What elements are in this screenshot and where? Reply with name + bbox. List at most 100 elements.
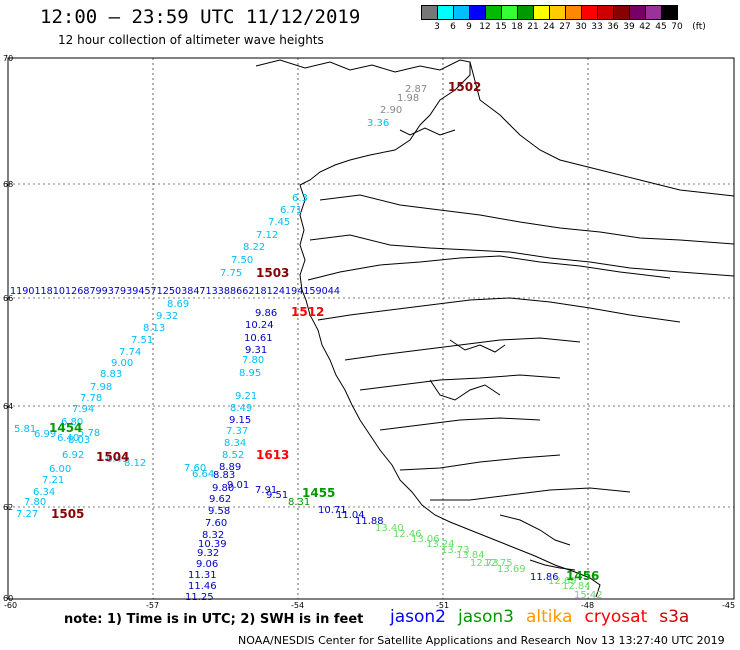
wave-height-label: 7.91: [255, 485, 277, 496]
wave-height-label: 6.49: [106, 454, 128, 465]
colorbar-label: (ft): [692, 22, 706, 32]
wave-height-label: 7.80: [24, 497, 46, 508]
legend-item-jason2: jason2: [390, 607, 446, 627]
wave-height-label: 13.69: [497, 564, 526, 575]
wave-height-label: 7.98: [90, 382, 112, 393]
map-frame: [7, 57, 735, 600]
colorbar-label: 45: [655, 22, 667, 32]
dense-label-row: 1190118101268799379394571250384713388662…: [10, 286, 340, 297]
wave-height-label: 9.58: [208, 506, 230, 517]
wave-height-label: 8.69: [167, 299, 189, 310]
wave-height-label: 8.49: [230, 403, 252, 414]
wave-height-label: 9.51: [266, 490, 288, 501]
colorbar-label: 30: [575, 22, 587, 32]
wave-height-label: 11.86: [530, 572, 559, 583]
wave-height-label: 10.24: [245, 320, 274, 331]
wave-height-label: 8.83: [213, 470, 235, 481]
wave-height-label: 9.62: [209, 494, 231, 505]
wave-height-label: 11.04: [336, 510, 365, 521]
lat-tick-labels: 70 68 66 64 62 60: [3, 54, 13, 603]
wave-height-label: 13.84: [456, 550, 485, 561]
colorbar-label: 18: [511, 22, 523, 32]
legend-item-s3a: s3a: [659, 607, 690, 627]
lon-tick: -60: [4, 601, 17, 610]
orbit-number-labels: 1502 1503 1512 1454 1504 1613 1455 1505 1456: [49, 80, 599, 583]
wave-height-label: 15.42: [574, 590, 603, 601]
wave-height-label: 6.00: [49, 464, 71, 475]
orbit-number: 1454: [49, 421, 82, 435]
footer-note: note: 1) Time is in UTC; 2) SWH is in fe…: [64, 612, 364, 627]
orbit-number: 1502: [448, 80, 481, 94]
orbit-number: 1503: [256, 266, 289, 280]
wave-height-label: 6.71: [280, 205, 302, 216]
colorbar-label: 9: [466, 22, 472, 32]
wave-height-label: 2.90: [380, 105, 402, 116]
wave-height-label: 9.06: [196, 559, 218, 570]
wave-height-label: 8.31: [288, 497, 310, 508]
wave-height-label: 9.01: [227, 480, 249, 491]
wave-height-label: 8.89: [219, 462, 241, 473]
lat-tick: 66: [3, 294, 13, 303]
wave-height-label: 8.32: [202, 530, 224, 541]
wave-height-label: 7.80: [242, 355, 264, 366]
colorbar-label: 12: [479, 22, 491, 32]
wave-height-label: 7.27: [16, 509, 38, 520]
colorbar-labels: 3 6 9 12 15 18 21 24 27 30 33 36 39 42 45 70 (ft): [421, 22, 740, 36]
wave-height-label: 7.60: [184, 463, 206, 474]
legend-item-cryosat: cryosat: [584, 607, 648, 627]
wave-height-label: 9.32: [197, 548, 219, 559]
legend-item-altika: altika: [526, 607, 573, 627]
colorbar-label: 3: [434, 22, 440, 32]
lat-tick: 70: [3, 54, 13, 63]
wave-height-label: 7.78: [80, 393, 102, 404]
wave-height-label: 13.40: [375, 523, 404, 534]
satellite-legend: jason2 jason3 altika cryosat s3a: [390, 607, 701, 627]
wave-height-label: 9.32: [156, 311, 178, 322]
colorbar-label: 6: [450, 22, 456, 32]
wave-height-label: 6.64: [192, 469, 214, 480]
map-subtitle: 12 hour collection of altimeter wave hei…: [58, 33, 324, 47]
wave-height-label: 7.50: [231, 255, 253, 266]
wave-height-label: 7.45: [268, 217, 290, 228]
map-title: 12:00 – 23:59 UTC 11/12/2019: [40, 6, 361, 28]
wave-height-label: 10.61: [244, 333, 273, 344]
greenland-coastline: [255, 59, 735, 598]
wave-height-colorbar: [421, 5, 678, 20]
wave-height-label: 11.25: [185, 592, 214, 603]
orbit-number: 1455: [302, 486, 335, 500]
wave-height-label: 12.69: [548, 576, 577, 587]
wave-height-label: 11.31: [188, 570, 217, 581]
wave-height-label: 9.15: [229, 415, 251, 426]
wave-height-label: 1.98: [397, 93, 419, 104]
wave-height-label: 6.99: [34, 429, 56, 440]
wave-height-label: 7.74: [119, 347, 141, 358]
generated-timestamp: Nov 13 13:27:40 UTC 2019: [576, 634, 725, 647]
wave-height-label: 6.40: [57, 433, 79, 444]
wave-height-label: 8.83: [100, 369, 122, 380]
lat-tick: 60: [3, 594, 13, 603]
colorbar-label: 39: [623, 22, 635, 32]
wave-height-label: 5.78: [78, 428, 100, 439]
wave-height-label: 13.06: [411, 534, 440, 545]
colorbar-label: 36: [607, 22, 619, 32]
wave-height-label: 7.75: [220, 268, 242, 279]
wave-height-label: 9.21: [235, 391, 257, 402]
wave-height-label: 6.80: [61, 417, 83, 428]
orbit-number: 1505: [51, 507, 84, 521]
orbit-number: 1613: [256, 448, 289, 462]
lon-tick-labels: -60 -57 -54 -51 -48 -45: [4, 601, 735, 610]
wave-height-label: 3.36: [367, 118, 389, 129]
orbit-number: 1504: [96, 450, 129, 464]
lon-tick: -54: [291, 601, 304, 610]
lat-tick: 64: [3, 402, 13, 411]
grid-lines: [8, 58, 734, 599]
wave-height-label: 7.94: [72, 404, 94, 415]
wave-height-label: 12.75: [484, 558, 513, 569]
lat-tick: 62: [3, 503, 13, 512]
wave-height-label: 7.21: [42, 475, 64, 486]
legend-item-jason3: jason3: [458, 607, 514, 627]
colorbar-label: 21: [527, 22, 539, 32]
wave-height-label: 6.92: [62, 450, 84, 461]
orbit-number: 1456: [566, 569, 599, 583]
lon-tick: -57: [146, 601, 159, 610]
